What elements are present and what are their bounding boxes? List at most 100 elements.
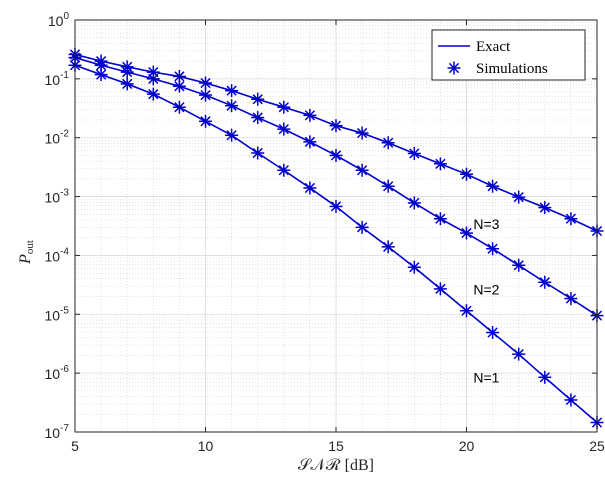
asterisk-stroke xyxy=(539,372,550,383)
y-tick-label: 10-5 xyxy=(45,305,70,323)
asterisk-stroke xyxy=(409,148,420,159)
asterisk-stroke xyxy=(200,89,211,101)
simulation-point xyxy=(433,157,447,171)
asterisk-stroke xyxy=(409,262,420,273)
asterisk-stroke xyxy=(200,116,211,127)
simulation-point xyxy=(355,126,369,140)
asterisk-stroke xyxy=(122,78,133,90)
simulation-point xyxy=(538,275,552,289)
series-n1 xyxy=(68,58,604,430)
asterisk-stroke xyxy=(226,130,237,141)
simulation-point xyxy=(303,135,317,149)
asterisk-stroke xyxy=(95,56,107,67)
asterisk-stroke xyxy=(565,293,577,304)
asterisk-stroke xyxy=(252,147,263,159)
legend: Exact Simulations xyxy=(431,29,586,81)
simulation-point xyxy=(460,167,473,181)
y-tick-exponent: 0 xyxy=(63,11,69,22)
asterisk-stroke xyxy=(461,169,472,180)
asterisk-stroke xyxy=(330,150,342,161)
legend-asterisk xyxy=(447,61,461,75)
asterisk-stroke xyxy=(565,394,577,406)
y-tick-exponent: -3 xyxy=(60,188,69,199)
simulation-point xyxy=(512,347,526,361)
y-axis-label-sub: out xyxy=(24,240,36,254)
major-grid xyxy=(75,20,597,432)
series-n3 xyxy=(68,47,604,238)
asterisk-stroke xyxy=(487,181,498,192)
asterisk-stroke xyxy=(330,120,342,131)
y-tick-label: 100 xyxy=(48,11,70,29)
x-tick-label: 10 xyxy=(198,438,214,454)
asterisk-stroke xyxy=(461,227,472,239)
simulation-point xyxy=(199,88,212,102)
y-tick-label: 10-6 xyxy=(45,364,70,382)
simulation-point xyxy=(512,258,526,272)
x-tick-label: 20 xyxy=(459,438,475,454)
simulation-point xyxy=(225,99,239,113)
simulation-point xyxy=(381,179,395,193)
series-annotations: N=1 N=2 N=3 xyxy=(473,216,499,385)
simulation-point xyxy=(460,304,473,318)
y-tick-exponent: -1 xyxy=(60,70,69,81)
asterisk-stroke xyxy=(435,283,446,295)
asterisk-stroke xyxy=(278,102,289,113)
asterisk-stroke xyxy=(409,197,420,209)
y-tick-base: 10 xyxy=(45,131,61,147)
y-tick-label: 10-4 xyxy=(45,246,70,264)
x-tick-label: 15 xyxy=(328,438,344,454)
simulation-point xyxy=(172,69,186,83)
y-tick-exponent: -6 xyxy=(60,364,69,375)
asterisk-stroke xyxy=(278,165,289,176)
asterisk-stroke xyxy=(356,222,368,233)
legend-simulations-marker xyxy=(447,61,461,75)
x-tick-label: 25 xyxy=(589,438,605,454)
y-tick-base: 10 xyxy=(45,190,61,206)
asterisk-stroke xyxy=(539,202,550,213)
y-tick-base: 10 xyxy=(45,425,61,441)
simulation-point xyxy=(486,242,500,256)
simulation-point xyxy=(433,212,447,226)
simulation-point xyxy=(407,146,421,160)
asterisk-stroke xyxy=(252,112,263,123)
asterisk-stroke xyxy=(226,85,237,96)
asterisk-stroke xyxy=(356,165,368,176)
asterisk-stroke xyxy=(330,201,342,212)
asterisk-stroke xyxy=(461,305,472,316)
series-layer xyxy=(68,47,604,430)
asterisk-stroke xyxy=(174,81,185,92)
simulation-point xyxy=(120,60,134,74)
simulation-point xyxy=(486,326,500,340)
asterisk-stroke xyxy=(435,158,446,169)
y-tick-base: 10 xyxy=(45,366,61,382)
simulation-point xyxy=(433,282,447,296)
asterisk-stroke xyxy=(435,213,446,224)
y-tick-exponent: -4 xyxy=(60,246,69,257)
asterisk-stroke xyxy=(148,67,159,78)
simulation-point xyxy=(538,370,552,384)
simulation-point xyxy=(460,226,473,240)
asterisk-stroke xyxy=(304,182,316,194)
annotation-n2: N=2 xyxy=(473,282,499,298)
simulation-point xyxy=(303,181,317,195)
annotation-n1: N=1 xyxy=(473,370,499,386)
simulation-point xyxy=(512,190,526,204)
annotation-n3: N=3 xyxy=(473,216,499,232)
simulation-point xyxy=(407,260,421,274)
simulation-point xyxy=(486,179,500,193)
asterisk-stroke xyxy=(356,127,368,139)
simulation-point xyxy=(199,114,212,128)
simulation-point xyxy=(277,122,291,136)
x-tick-label: 5 xyxy=(71,438,79,454)
x-axis-label: 𝒮𝒩ℛ [dB] xyxy=(298,457,374,474)
y-axis-label-main: P xyxy=(17,254,34,265)
asterisk-stroke xyxy=(383,181,394,192)
y-tick-exponent: -2 xyxy=(60,129,69,140)
asterisk-stroke xyxy=(513,260,524,271)
simulation-point xyxy=(329,148,343,162)
asterisk-stroke xyxy=(252,94,263,105)
simulation-point xyxy=(251,146,265,160)
y-tick-exponent: -7 xyxy=(60,423,69,434)
simulation-point xyxy=(329,119,343,133)
